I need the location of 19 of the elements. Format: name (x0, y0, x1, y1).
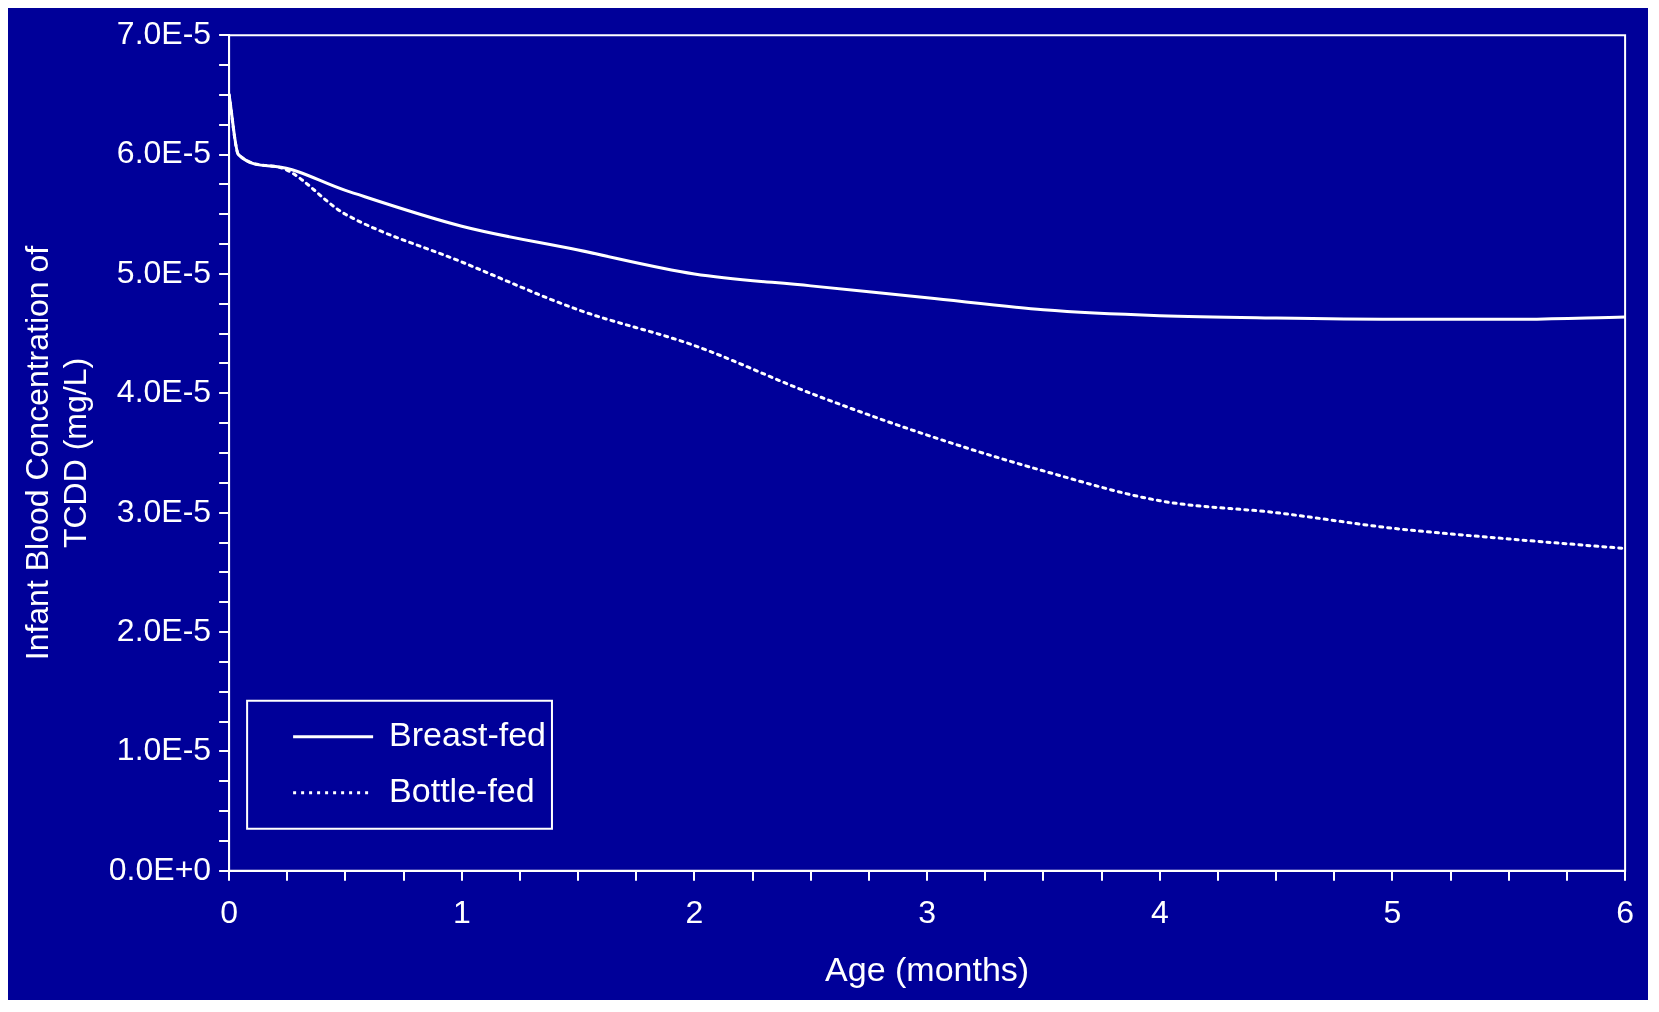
y-axis-title: Infant Blood Concentration of TCDD (mg/L) (19, 245, 94, 661)
y-tick-label: 5.0E-5 (116, 253, 212, 290)
y-tick-label: 0.0E+0 (108, 850, 212, 887)
x-tick-label: 5 (1383, 893, 1402, 930)
y-tick-label: 4.0E-5 (116, 373, 212, 410)
y-tick-label: 1.0E-5 (116, 731, 212, 768)
x-tick-label: 0 (220, 893, 239, 930)
x-tick-label: 6 (1616, 893, 1634, 930)
legend-label: Breast-fed (389, 715, 546, 754)
x-axis-title: Age (months) (825, 949, 1030, 988)
y-tick-label: 2.0E-5 (116, 611, 212, 648)
legend-label: Bottle-fed (389, 771, 535, 810)
y-tick-label: 3.0E-5 (116, 492, 212, 529)
x-tick-label: 4 (1150, 893, 1169, 930)
x-tick-label: 1 (452, 893, 471, 930)
x-tick-label: 3 (918, 893, 937, 930)
y-tick-label: 6.0E-5 (116, 134, 212, 171)
y-tick-label: 7.0E-5 (116, 15, 212, 52)
x-tick-label: 2 (685, 893, 704, 930)
